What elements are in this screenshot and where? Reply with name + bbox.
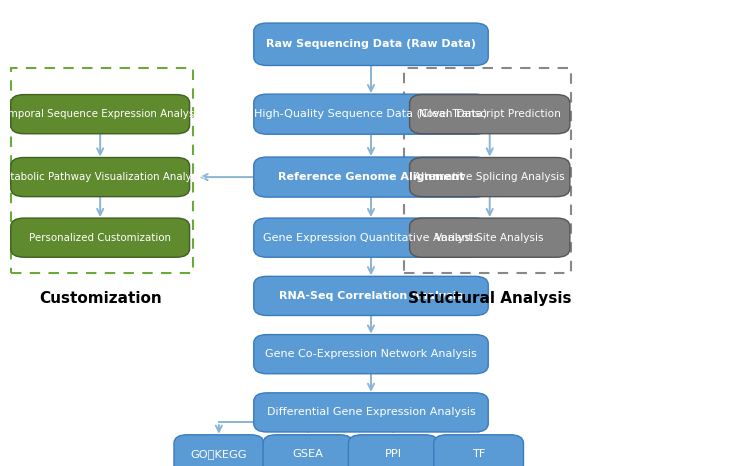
Text: GSEA: GSEA xyxy=(292,449,324,459)
Text: Raw Sequencing Data (Raw Data): Raw Sequencing Data (Raw Data) xyxy=(266,39,476,49)
Text: Gene Co-Expression Network Analysis: Gene Co-Expression Network Analysis xyxy=(265,349,477,359)
Text: Novel Transcript Prediction: Novel Transcript Prediction xyxy=(418,109,561,119)
Text: Structural Analysis: Structural Analysis xyxy=(408,291,571,306)
FancyBboxPatch shape xyxy=(410,158,570,197)
Text: Variant Site Analysis: Variant Site Analysis xyxy=(436,233,544,243)
Text: Personalized Customization: Personalized Customization xyxy=(29,233,171,243)
FancyBboxPatch shape xyxy=(263,435,353,466)
FancyBboxPatch shape xyxy=(11,95,190,134)
FancyBboxPatch shape xyxy=(254,94,488,134)
Text: Reference Genome Alignment: Reference Genome Alignment xyxy=(278,172,464,182)
FancyBboxPatch shape xyxy=(254,393,488,432)
Text: RNA-Seq Correlation Analysis: RNA-Seq Correlation Analysis xyxy=(279,291,463,301)
Text: High-Quality Sequence Data (Clean Data): High-Quality Sequence Data (Clean Data) xyxy=(255,109,487,119)
Text: Differential Gene Expression Analysis: Differential Gene Expression Analysis xyxy=(266,407,476,418)
Text: Alternative Splicing Analysis: Alternative Splicing Analysis xyxy=(415,172,565,182)
FancyBboxPatch shape xyxy=(254,276,488,315)
Text: Temporal Sequence Expression Analysis: Temporal Sequence Expression Analysis xyxy=(0,109,203,119)
Bar xyxy=(404,68,571,273)
Text: GO，KEGG: GO，KEGG xyxy=(191,449,247,459)
FancyBboxPatch shape xyxy=(254,218,488,257)
Text: Metabolic Pathway Visualization Analysis: Metabolic Pathway Visualization Analysis xyxy=(0,172,206,182)
FancyBboxPatch shape xyxy=(174,435,264,466)
FancyBboxPatch shape xyxy=(349,435,438,466)
FancyBboxPatch shape xyxy=(254,157,488,197)
Text: Customization: Customization xyxy=(39,291,162,306)
FancyBboxPatch shape xyxy=(254,23,488,65)
Text: PPI: PPI xyxy=(384,449,402,459)
FancyBboxPatch shape xyxy=(11,158,190,197)
FancyBboxPatch shape xyxy=(410,218,570,257)
Text: Gene Expression Quantitative Analysis: Gene Expression Quantitative Analysis xyxy=(263,233,479,243)
FancyBboxPatch shape xyxy=(254,335,488,374)
FancyBboxPatch shape xyxy=(410,95,570,134)
FancyBboxPatch shape xyxy=(11,218,190,257)
Text: TF: TF xyxy=(472,449,485,459)
Bar xyxy=(11,68,193,273)
FancyBboxPatch shape xyxy=(433,435,524,466)
